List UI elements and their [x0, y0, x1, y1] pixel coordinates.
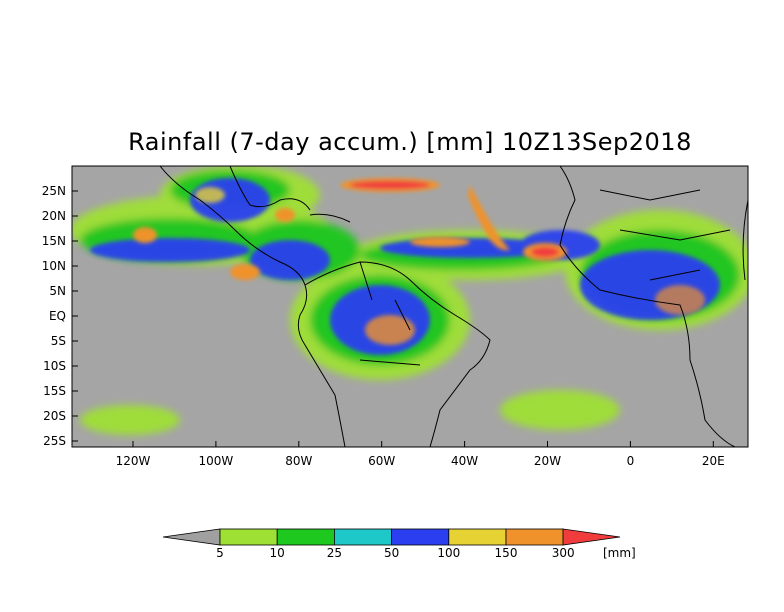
- colorbar-tick-label: 100: [437, 546, 460, 560]
- colorbar-unit: [mm]: [603, 546, 636, 560]
- lon-tick-label: 120W: [116, 454, 151, 468]
- lat-tick-label: 20N: [42, 209, 66, 223]
- lon-tick-label: 60W: [368, 454, 395, 468]
- coastlines: [159, 166, 748, 447]
- lon-tick-label: 0: [627, 454, 635, 468]
- lon-tick-label: 100W: [199, 454, 234, 468]
- lat-tick-label: EQ: [49, 309, 66, 323]
- longitude-axis: 120W 100W 80W 60W 40W 20W 0 20E: [116, 441, 725, 468]
- lat-tick-label: 10S: [43, 359, 66, 373]
- colorbar-segment: [276, 528, 335, 546]
- lat-tick-label: 15S: [43, 384, 66, 398]
- colorbar-segment: [219, 528, 278, 546]
- colorbar-segment: [333, 528, 392, 546]
- colorbar-tick-label: 150: [495, 546, 518, 560]
- lat-tick-label: 25N: [42, 184, 66, 198]
- lat-tick-label: 5N: [49, 284, 66, 298]
- lat-tick-label: 15N: [42, 234, 66, 248]
- lat-tick-label: 10N: [42, 259, 66, 273]
- map-title: Rainfall (7-day accum.) [mm] 10Z13Sep201…: [128, 128, 692, 156]
- lat-tick-label: 20S: [43, 409, 66, 423]
- lon-tick-label: 20E: [702, 454, 725, 468]
- lon-tick-label: 40W: [451, 454, 478, 468]
- lat-tick-label: 25S: [43, 434, 66, 448]
- colorbar-tick-label: 25: [327, 546, 342, 560]
- colorbar-tick-label: 10: [270, 546, 285, 560]
- map-frame: [71, 165, 749, 448]
- colorbar-segment: [505, 528, 564, 546]
- colorbar-tick-label: 50: [384, 546, 399, 560]
- colorbar: 5 10 25 50 100 150 300 [mm]: [162, 528, 636, 560]
- lon-tick-label: 80W: [285, 454, 312, 468]
- colorbar-low-arrow: [162, 528, 221, 546]
- colorbar-tick-label: 5: [216, 546, 224, 560]
- colorbar-high-arrow: [562, 528, 621, 546]
- rainfall-field: [72, 166, 748, 447]
- latitude-axis: 25N 20N 15N 10N 5N EQ 5S 10S 15S 20S 25S: [42, 184, 78, 448]
- colorbar-segment: [391, 528, 450, 546]
- lon-tick-label: 20W: [534, 454, 561, 468]
- lat-tick-label: 5S: [51, 334, 66, 348]
- colorbar-tick-label: 300: [552, 546, 575, 560]
- colorbar-segment: [448, 528, 507, 546]
